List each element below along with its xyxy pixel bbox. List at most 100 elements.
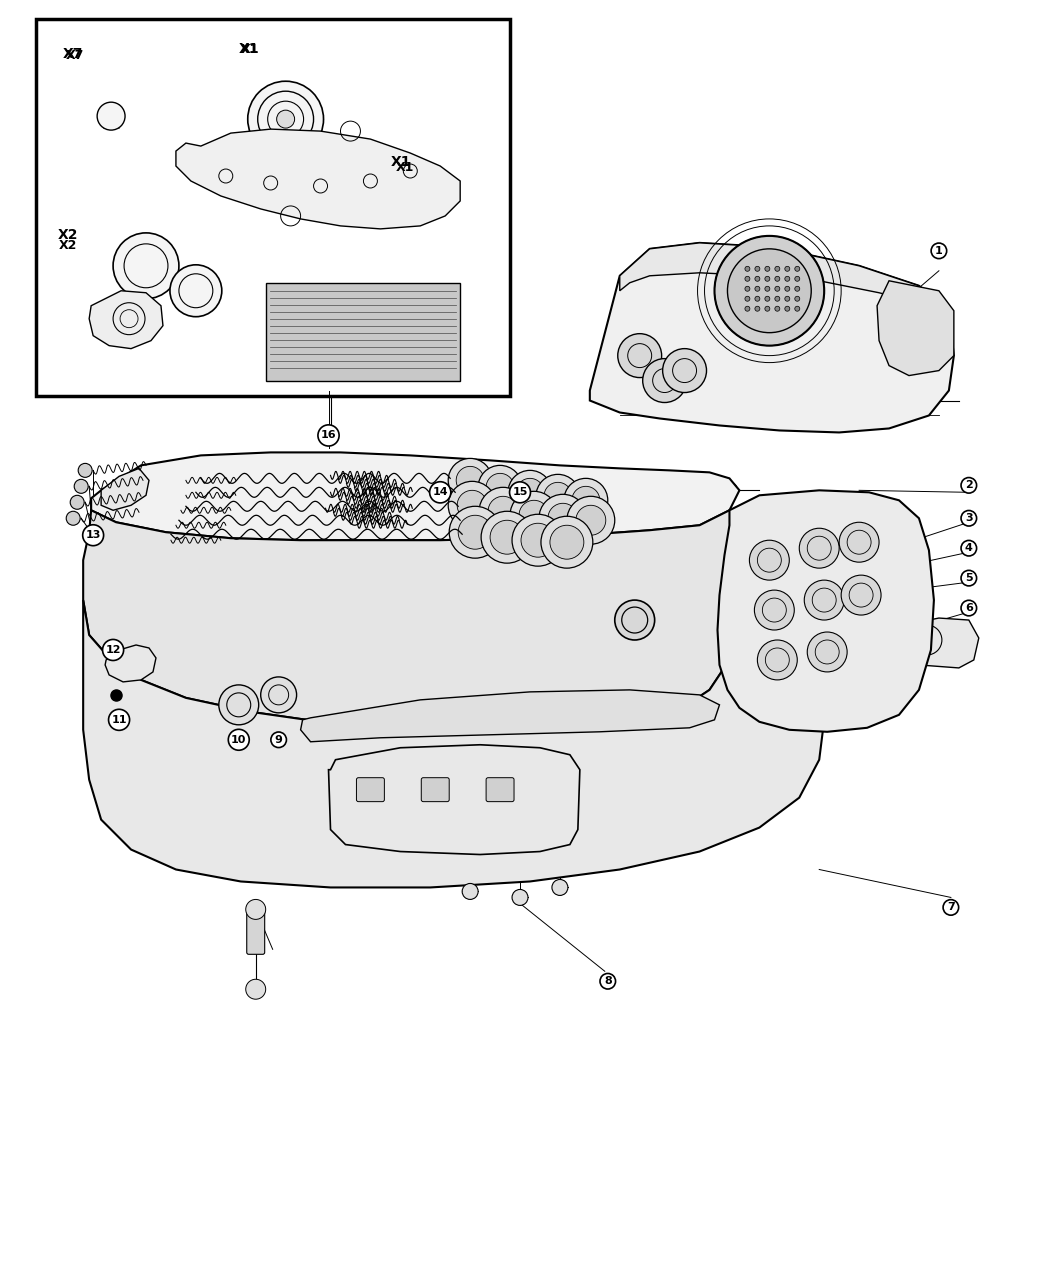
FancyBboxPatch shape xyxy=(247,905,265,954)
Polygon shape xyxy=(620,242,949,311)
Circle shape xyxy=(567,496,614,544)
Circle shape xyxy=(170,265,222,316)
FancyBboxPatch shape xyxy=(356,778,384,802)
Circle shape xyxy=(572,486,600,514)
Circle shape xyxy=(78,463,92,477)
Circle shape xyxy=(775,306,780,311)
Circle shape xyxy=(70,495,84,509)
Text: X7: X7 xyxy=(66,50,85,62)
Circle shape xyxy=(512,514,564,566)
Circle shape xyxy=(544,482,572,510)
Polygon shape xyxy=(91,453,739,541)
Circle shape xyxy=(784,296,790,301)
Circle shape xyxy=(550,525,584,560)
Circle shape xyxy=(784,287,790,291)
Text: 13: 13 xyxy=(85,530,101,541)
Circle shape xyxy=(775,287,780,291)
Text: 5: 5 xyxy=(965,574,972,583)
Text: 6: 6 xyxy=(965,603,972,613)
Circle shape xyxy=(488,496,518,527)
Circle shape xyxy=(784,266,790,272)
Polygon shape xyxy=(83,601,824,887)
Circle shape xyxy=(575,505,606,536)
Text: 2: 2 xyxy=(965,481,972,491)
Text: 15: 15 xyxy=(512,487,528,497)
Polygon shape xyxy=(790,520,844,548)
Circle shape xyxy=(541,516,593,569)
Text: 14: 14 xyxy=(433,487,448,497)
Circle shape xyxy=(744,287,750,291)
Circle shape xyxy=(764,287,770,291)
Text: 10: 10 xyxy=(231,734,247,745)
Circle shape xyxy=(755,287,760,291)
Circle shape xyxy=(784,306,790,311)
Circle shape xyxy=(512,890,528,905)
Text: X1: X1 xyxy=(396,161,414,173)
Circle shape xyxy=(755,296,760,301)
Text: 7: 7 xyxy=(947,903,954,913)
Circle shape xyxy=(775,296,780,301)
Circle shape xyxy=(246,979,266,1000)
Circle shape xyxy=(479,487,527,536)
Circle shape xyxy=(218,685,258,724)
Circle shape xyxy=(519,500,549,530)
Polygon shape xyxy=(105,645,156,682)
Circle shape xyxy=(462,884,478,899)
Text: X2: X2 xyxy=(58,228,78,242)
Circle shape xyxy=(516,478,544,506)
Text: 3: 3 xyxy=(965,514,972,523)
Circle shape xyxy=(456,467,484,495)
Circle shape xyxy=(764,296,770,301)
Polygon shape xyxy=(89,291,163,348)
Circle shape xyxy=(448,459,492,502)
Circle shape xyxy=(539,495,587,542)
Circle shape xyxy=(804,580,844,620)
FancyBboxPatch shape xyxy=(421,778,449,802)
Text: 11: 11 xyxy=(111,715,127,724)
Text: X7: X7 xyxy=(63,47,84,61)
Circle shape xyxy=(750,541,790,580)
Circle shape xyxy=(643,358,687,403)
Circle shape xyxy=(764,306,770,311)
Circle shape xyxy=(486,473,514,501)
Circle shape xyxy=(744,296,750,301)
Circle shape xyxy=(744,306,750,311)
Text: 8: 8 xyxy=(604,977,612,987)
Circle shape xyxy=(744,266,750,272)
Circle shape xyxy=(246,899,266,919)
Circle shape xyxy=(98,102,125,130)
Circle shape xyxy=(757,640,797,680)
Polygon shape xyxy=(717,491,933,732)
Circle shape xyxy=(614,601,654,640)
Circle shape xyxy=(564,478,608,523)
Bar xyxy=(37,19,510,395)
Text: 1: 1 xyxy=(936,246,943,256)
Circle shape xyxy=(854,583,869,598)
Text: 9: 9 xyxy=(275,734,282,745)
Circle shape xyxy=(799,528,839,569)
Circle shape xyxy=(617,334,662,377)
Circle shape xyxy=(728,249,812,333)
Circle shape xyxy=(795,306,800,311)
Circle shape xyxy=(795,296,800,301)
Circle shape xyxy=(744,277,750,282)
Polygon shape xyxy=(329,745,580,854)
Circle shape xyxy=(481,511,533,564)
Circle shape xyxy=(536,474,580,518)
Circle shape xyxy=(548,504,578,533)
Bar xyxy=(266,283,460,380)
Polygon shape xyxy=(570,525,844,588)
Circle shape xyxy=(755,306,760,311)
Circle shape xyxy=(458,515,492,550)
Text: X1: X1 xyxy=(391,156,411,170)
FancyBboxPatch shape xyxy=(486,778,514,802)
Text: X1: X1 xyxy=(238,42,259,56)
Circle shape xyxy=(113,233,178,298)
FancyBboxPatch shape xyxy=(853,583,870,638)
Circle shape xyxy=(795,266,800,272)
Text: 16: 16 xyxy=(320,431,336,440)
Text: X2: X2 xyxy=(59,238,78,252)
Circle shape xyxy=(755,266,760,272)
Circle shape xyxy=(795,287,800,291)
Circle shape xyxy=(449,506,501,558)
